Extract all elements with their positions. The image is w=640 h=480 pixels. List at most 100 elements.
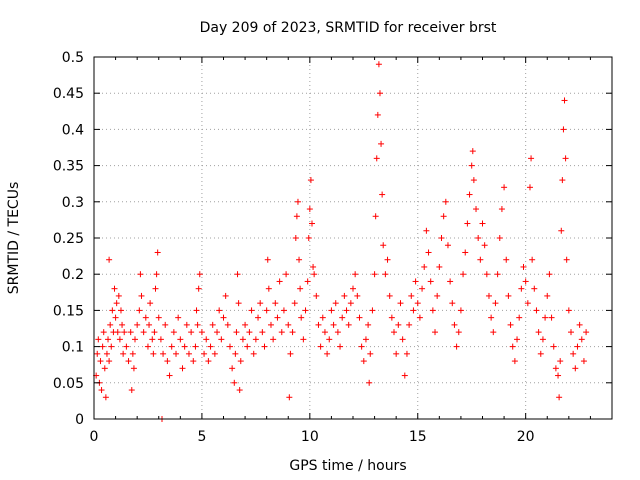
x-tick-label: 10 — [301, 429, 319, 445]
data-point — [395, 321, 402, 328]
data-point — [310, 263, 317, 270]
data-point — [306, 206, 313, 213]
data-point — [207, 343, 214, 350]
y-axis-ticks: 0 0.05 0.1 0.15 0.2 0.25 0.3 0.35 0.4 0.45 0.5 — [53, 50, 612, 428]
data-point — [444, 242, 451, 249]
data-point — [373, 155, 380, 162]
data-point — [168, 343, 175, 350]
data-point — [379, 191, 386, 198]
data-point — [576, 321, 583, 328]
data-point — [308, 220, 315, 227]
data-point — [526, 184, 533, 191]
data-point — [442, 198, 449, 205]
data-point — [371, 271, 378, 278]
data-point — [304, 278, 311, 285]
data-point — [95, 336, 102, 343]
data-point — [388, 314, 395, 321]
data-point — [403, 350, 410, 357]
y-tick-label: 0.1 — [62, 340, 84, 356]
data-point — [296, 256, 303, 263]
data-point — [257, 300, 264, 307]
data-point — [211, 350, 218, 357]
data-point — [483, 271, 490, 278]
data-point — [103, 350, 110, 357]
x-tick-label: 0 — [90, 429, 99, 445]
data-point — [177, 336, 184, 343]
data-point — [343, 307, 350, 314]
data-point — [119, 321, 126, 328]
data-point — [560, 126, 567, 133]
data-point — [374, 111, 381, 118]
data-point — [555, 372, 562, 379]
data-point — [485, 292, 492, 299]
data-point — [419, 285, 426, 292]
data-point — [408, 292, 415, 299]
data-point — [106, 358, 113, 365]
y-tick-label: 0.3 — [62, 195, 84, 211]
data-point — [397, 300, 404, 307]
data-point — [509, 343, 516, 350]
data-point — [120, 350, 127, 357]
data-point — [235, 300, 242, 307]
data-point — [558, 227, 565, 234]
data-point — [470, 177, 477, 184]
data-point — [242, 321, 249, 328]
data-point — [432, 329, 439, 336]
data-point — [416, 314, 423, 321]
chart-title: Day 209 of 2023, SRMTID for receiver brs… — [200, 20, 497, 36]
data-point — [520, 263, 527, 270]
data-point — [475, 235, 482, 241]
data-point — [214, 329, 221, 336]
data-point — [179, 365, 186, 372]
data-point — [317, 343, 324, 350]
data-point — [339, 314, 346, 321]
data-point — [518, 285, 525, 292]
data-point — [514, 336, 521, 343]
data-point — [436, 263, 443, 270]
data-point — [203, 336, 210, 343]
data-point — [94, 350, 101, 357]
data-point — [583, 329, 590, 336]
data-point — [270, 336, 277, 343]
data-point — [252, 336, 259, 343]
data-point — [142, 314, 149, 321]
data-point — [114, 329, 121, 336]
data-point — [298, 314, 305, 321]
data-point — [248, 307, 255, 314]
y-tick-label: 0 — [75, 412, 84, 428]
data-point — [307, 177, 314, 184]
data-point — [321, 329, 328, 336]
data-point — [234, 271, 241, 278]
data-point — [280, 307, 287, 314]
data-point — [192, 343, 199, 350]
data-point — [406, 321, 413, 328]
y-tick-label: 0.5 — [62, 50, 84, 66]
data-point — [305, 235, 312, 241]
data-point — [164, 358, 171, 365]
data-point — [382, 271, 389, 278]
data-point — [237, 358, 244, 365]
data-point — [231, 379, 238, 386]
data-point — [330, 321, 337, 328]
y-tick-label: 0.15 — [53, 303, 84, 319]
data-point — [550, 343, 557, 350]
data-point — [462, 249, 469, 256]
data-point — [147, 300, 154, 307]
data-point — [264, 256, 271, 263]
data-point — [531, 285, 538, 292]
data-point — [116, 336, 123, 343]
data-point — [286, 394, 293, 401]
data-point — [150, 350, 157, 357]
data-point — [193, 307, 200, 314]
data-point — [244, 343, 251, 350]
data-point — [108, 343, 115, 350]
data-point — [236, 387, 243, 394]
data-point — [401, 372, 408, 379]
data-point — [469, 148, 476, 155]
data-point — [198, 329, 205, 336]
data-point — [490, 329, 497, 336]
data-point — [233, 329, 240, 336]
data-point — [563, 256, 570, 263]
data-point — [166, 372, 173, 379]
data-point — [106, 256, 113, 263]
